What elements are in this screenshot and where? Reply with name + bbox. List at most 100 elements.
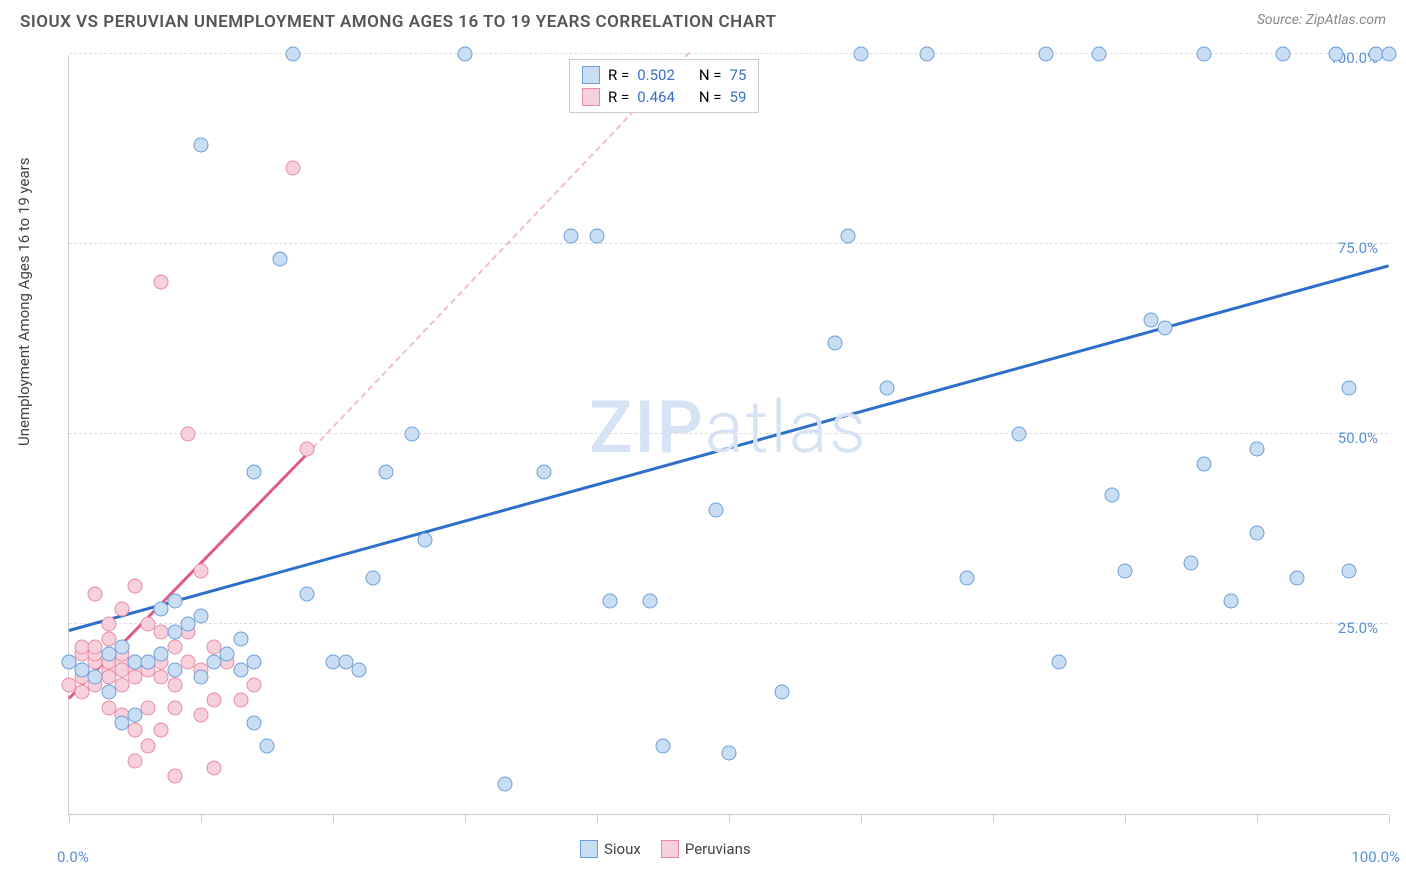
x-tick bbox=[993, 814, 994, 822]
sioux-point bbox=[880, 381, 895, 396]
sioux-point bbox=[194, 670, 209, 685]
sioux-point bbox=[1223, 594, 1238, 609]
sioux-point bbox=[458, 47, 473, 62]
peruvians-point bbox=[233, 693, 248, 708]
sioux-point bbox=[959, 571, 974, 586]
sioux-point bbox=[708, 503, 723, 518]
sioux-point bbox=[1038, 47, 1053, 62]
y-tick-label: 25.0% bbox=[1338, 619, 1378, 637]
sioux-point bbox=[128, 708, 143, 723]
x-tick bbox=[1389, 814, 1390, 822]
sioux-point bbox=[246, 655, 261, 670]
sioux-point bbox=[1118, 563, 1133, 578]
sioux-point bbox=[1382, 47, 1397, 62]
trend-line bbox=[69, 264, 1390, 632]
peruvians-point bbox=[128, 753, 143, 768]
sioux-point bbox=[854, 47, 869, 62]
sioux-point bbox=[167, 662, 182, 677]
peruvians-point bbox=[194, 708, 209, 723]
sioux-point bbox=[378, 465, 393, 480]
x-max-label: 100.0% bbox=[1351, 848, 1400, 866]
sioux-point bbox=[1342, 381, 1357, 396]
sioux-point bbox=[1289, 571, 1304, 586]
sioux-point bbox=[497, 776, 512, 791]
peruvians-point bbox=[167, 769, 182, 784]
peruvians-point bbox=[167, 677, 182, 692]
peruvians-point bbox=[154, 275, 169, 290]
sioux-point bbox=[233, 632, 248, 647]
sioux-point bbox=[590, 229, 605, 244]
sioux-point bbox=[194, 609, 209, 624]
sioux-point bbox=[656, 738, 671, 753]
sioux-point bbox=[246, 465, 261, 480]
sioux-point bbox=[642, 594, 657, 609]
peruvians-point bbox=[101, 617, 116, 632]
gridline bbox=[69, 53, 1388, 54]
plot-area: ZIPatlas R = 0.502 N = 75 R = 0.464 N = … bbox=[68, 55, 1388, 815]
sioux-point bbox=[299, 586, 314, 601]
sioux-point bbox=[273, 252, 288, 267]
sioux-point bbox=[1197, 457, 1212, 472]
peruvians-point bbox=[207, 761, 222, 776]
sioux-point bbox=[1052, 655, 1067, 670]
sioux-point bbox=[260, 738, 275, 753]
gridline bbox=[69, 433, 1388, 434]
y-tick-label: 75.0% bbox=[1338, 239, 1378, 257]
sioux-point bbox=[1157, 320, 1172, 335]
peruvians-point bbox=[299, 442, 314, 457]
x-tick bbox=[333, 814, 334, 822]
legend-item-sioux: Sioux bbox=[580, 840, 641, 858]
sioux-point bbox=[603, 594, 618, 609]
y-axis-label: Unemployment Among Ages 16 to 19 years bbox=[15, 158, 33, 446]
sioux-point bbox=[286, 47, 301, 62]
peruvians-point bbox=[141, 700, 156, 715]
sioux-point bbox=[1329, 47, 1344, 62]
sioux-point bbox=[774, 685, 789, 700]
peruvians-point bbox=[141, 738, 156, 753]
peruvians-point bbox=[128, 723, 143, 738]
sioux-point bbox=[1342, 563, 1357, 578]
gridline bbox=[69, 243, 1388, 244]
sioux-point bbox=[563, 229, 578, 244]
sioux-point bbox=[1012, 427, 1027, 442]
sioux-point bbox=[167, 594, 182, 609]
peruvians-swatch-icon bbox=[661, 840, 679, 858]
sioux-point bbox=[220, 647, 235, 662]
sioux-point bbox=[154, 647, 169, 662]
sioux-point bbox=[920, 47, 935, 62]
sioux-point bbox=[418, 533, 433, 548]
x-tick bbox=[201, 814, 202, 822]
peruvians-point bbox=[154, 723, 169, 738]
sioux-point bbox=[114, 639, 129, 654]
sioux-point bbox=[722, 746, 737, 761]
x-tick bbox=[597, 814, 598, 822]
chart-header: SIOUX VS PERUVIAN UNEMPLOYMENT AMONG AGE… bbox=[20, 12, 1386, 32]
sioux-point bbox=[246, 715, 261, 730]
sioux-point bbox=[827, 335, 842, 350]
sioux-point bbox=[1197, 47, 1212, 62]
legend-row-sioux: R = 0.502 N = 75 bbox=[582, 66, 746, 84]
sioux-point bbox=[537, 465, 552, 480]
sioux-point bbox=[1091, 47, 1106, 62]
watermark: ZIPatlas bbox=[589, 385, 868, 470]
x-tick bbox=[729, 814, 730, 822]
y-tick-label: 50.0% bbox=[1338, 429, 1378, 447]
x-tick bbox=[465, 814, 466, 822]
peruvians-point bbox=[180, 427, 195, 442]
sioux-swatch bbox=[582, 66, 600, 84]
sioux-point bbox=[1276, 47, 1291, 62]
peruvians-point bbox=[246, 677, 261, 692]
peruvians-point bbox=[194, 563, 209, 578]
sioux-point bbox=[1184, 556, 1199, 571]
peruvians-point bbox=[286, 161, 301, 176]
x-tick bbox=[69, 814, 70, 822]
peruvians-point bbox=[167, 700, 182, 715]
sioux-point bbox=[352, 662, 367, 677]
x-min-label: 0.0% bbox=[57, 848, 89, 866]
source-label: Source: ZipAtlas.com bbox=[1257, 12, 1386, 28]
x-tick bbox=[1257, 814, 1258, 822]
series-legend: Sioux Peruvians bbox=[580, 840, 751, 858]
sioux-point bbox=[1250, 442, 1265, 457]
sioux-swatch-icon bbox=[580, 840, 598, 858]
sioux-point bbox=[88, 670, 103, 685]
